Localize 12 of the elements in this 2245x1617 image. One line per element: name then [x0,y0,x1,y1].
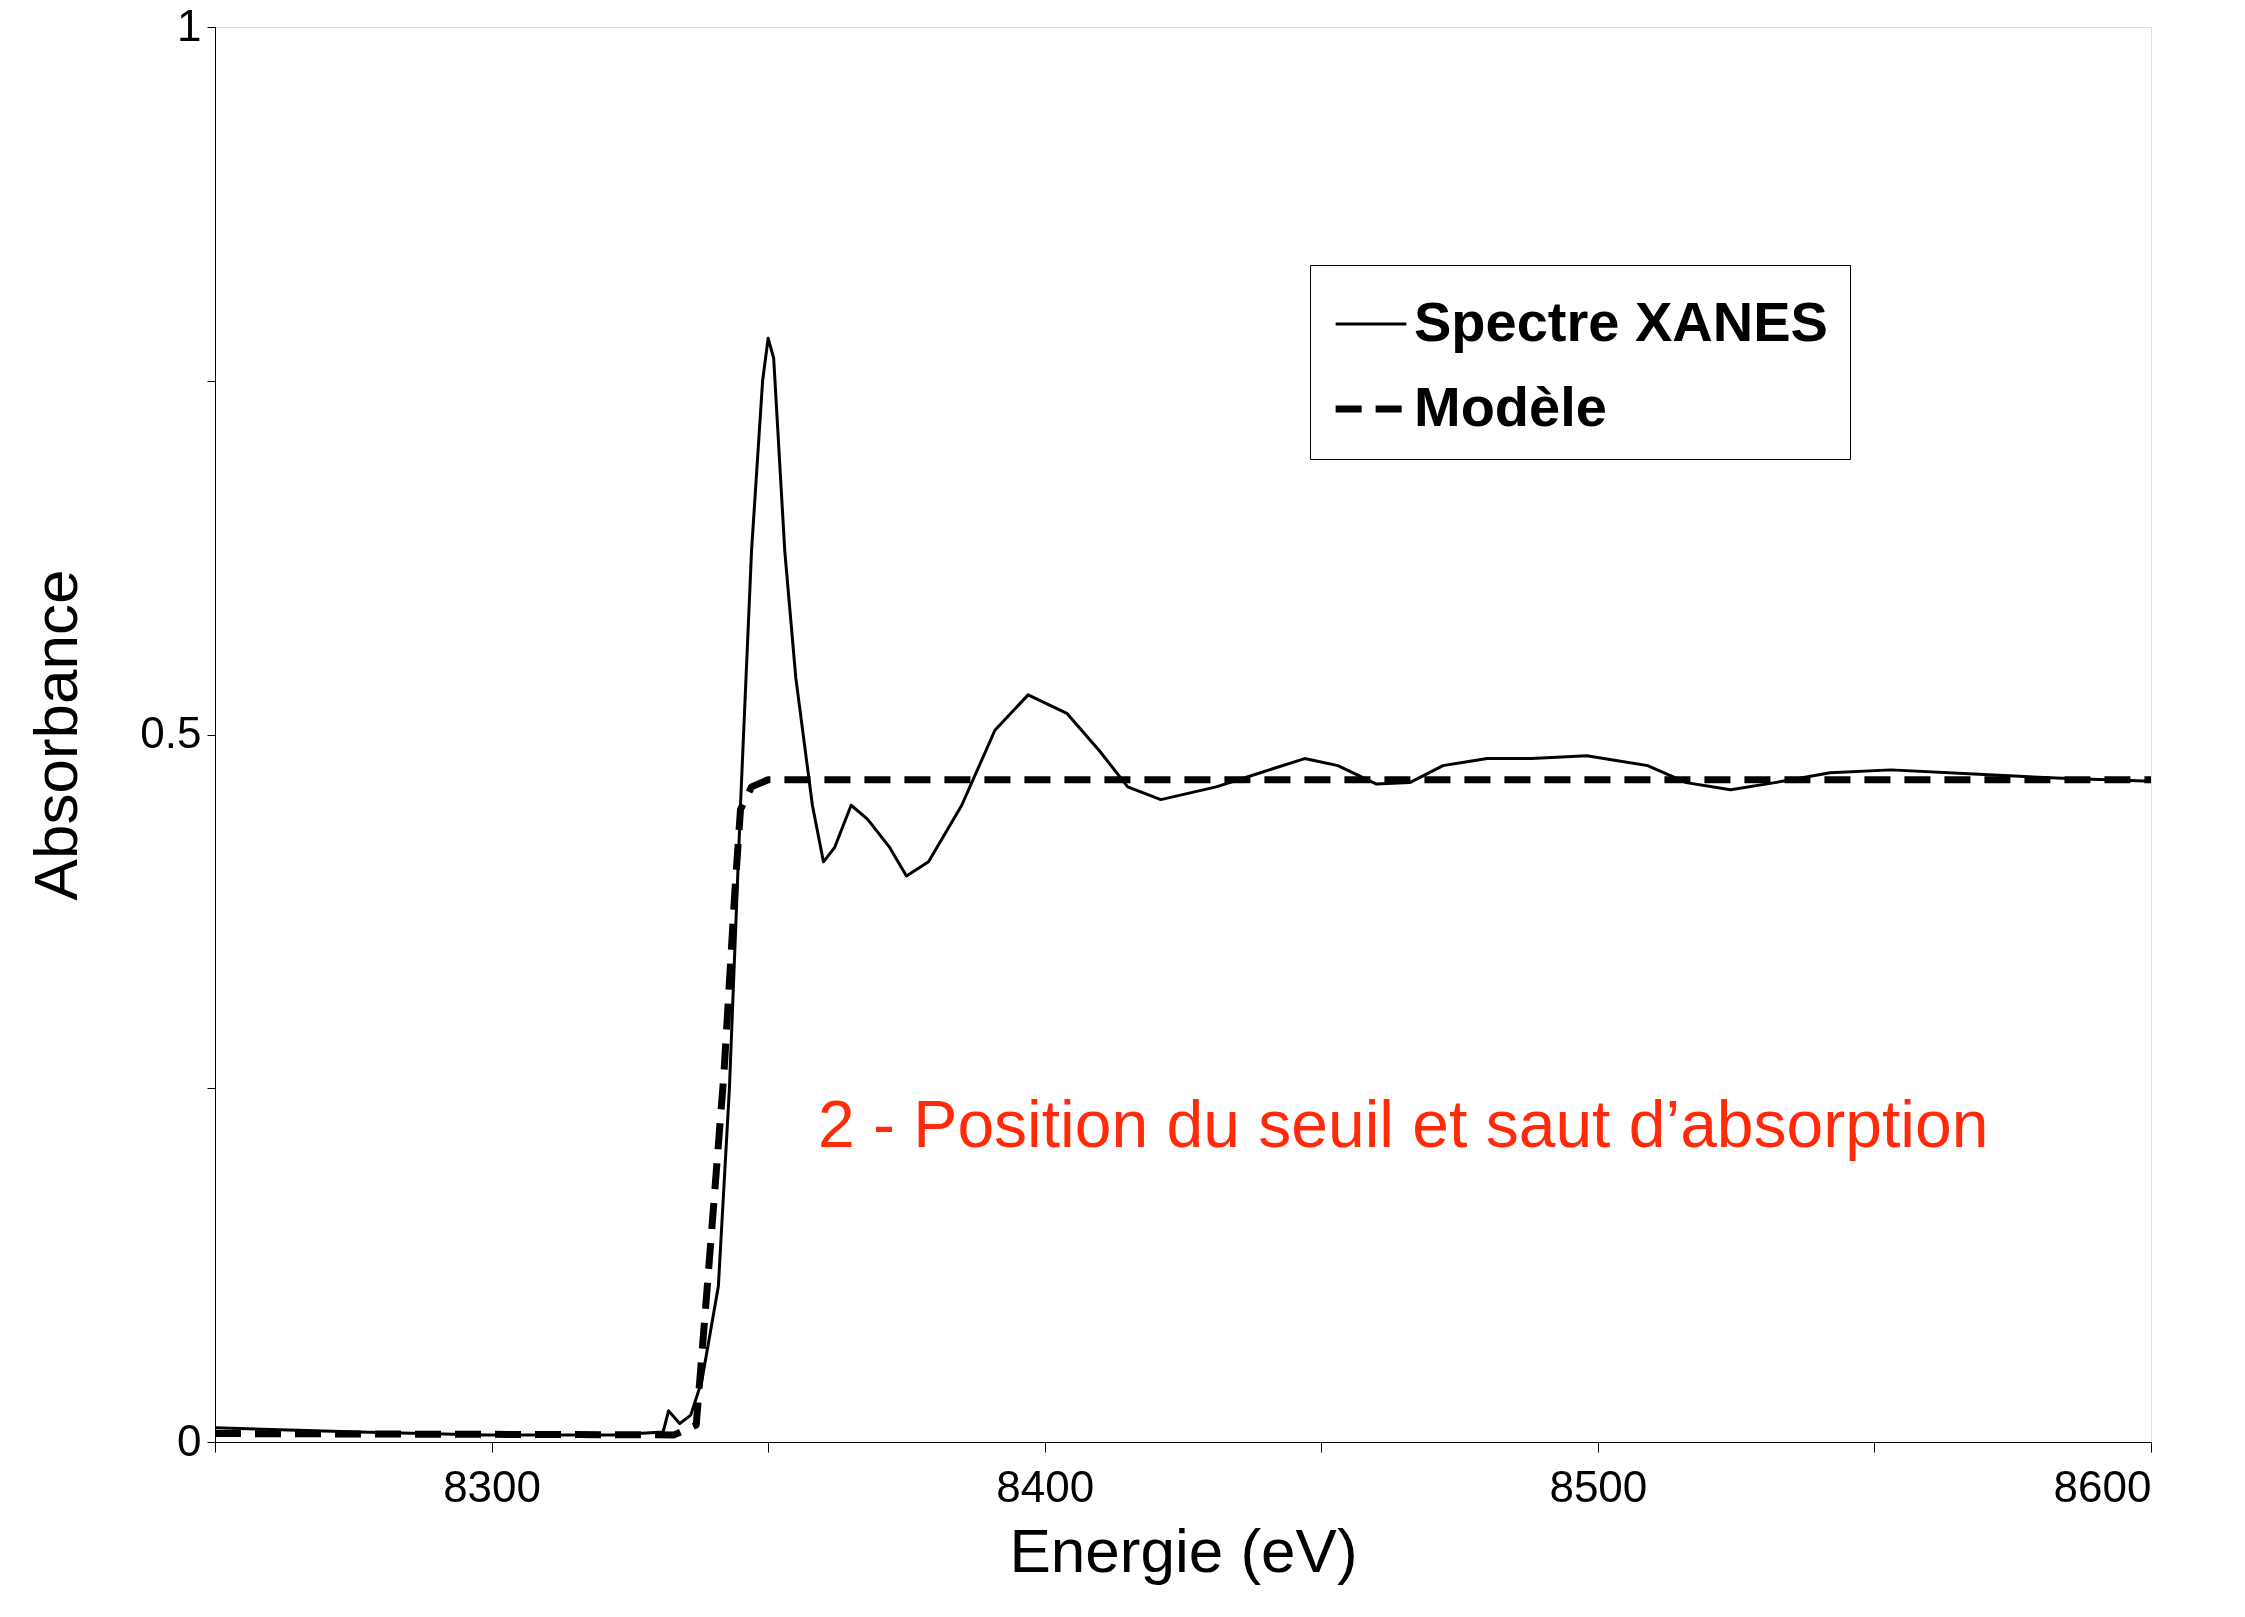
x-tick-label: 8400 [996,1461,1095,1511]
x-axis-title: Energie (eV) [1009,1515,1358,1585]
y-tick-label: 0.5 [140,708,202,757]
legend-label: Spectre XANES [1414,290,1828,353]
y-axis-title: Absorbance [21,569,91,901]
annotation: 2 - Position du seuil et saut d’absorption [818,1087,1989,1161]
x-tick-label: 8300 [443,1461,542,1511]
y-tick-label: 1 [177,0,202,50]
x-tick-label: 8500 [1549,1461,1648,1511]
y-tick-label: 0 [177,1415,202,1465]
legend-label: Modèle [1414,375,1607,438]
x-tick-label: 8600 [2053,1461,2152,1511]
